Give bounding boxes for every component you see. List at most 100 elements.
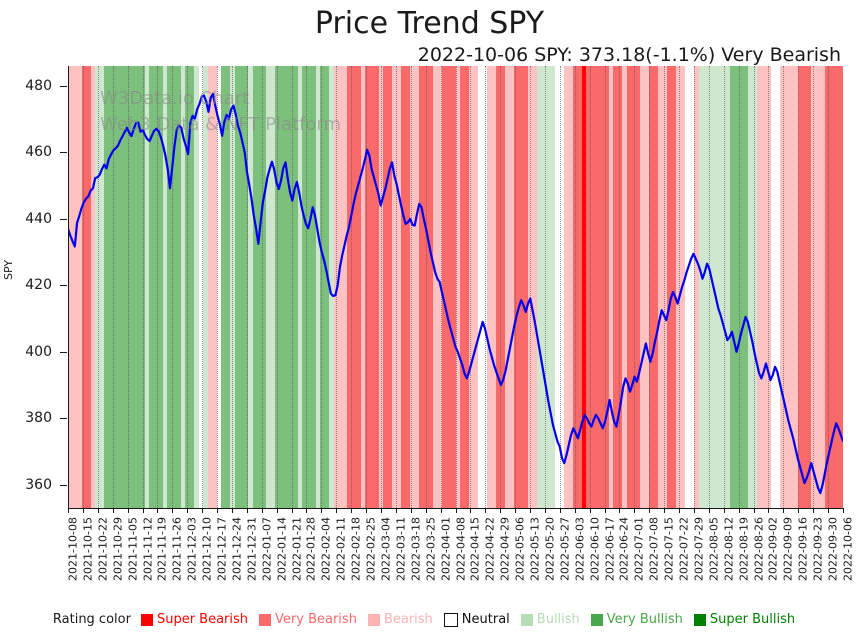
gridline <box>649 66 651 508</box>
rating-band <box>221 66 227 508</box>
rating-band <box>392 66 398 508</box>
x-tick-mark <box>231 508 233 513</box>
rating-band <box>302 66 308 508</box>
rating-band <box>374 66 380 508</box>
rating-band <box>365 66 371 508</box>
rating-band <box>360 66 366 508</box>
gridline <box>261 66 263 508</box>
x-tick-mark <box>619 508 621 513</box>
x-tick-label: 2022-09-16 <box>796 517 810 581</box>
legend-item[interactable]: Bearish <box>367 612 433 627</box>
y-tick-label: 360 <box>25 476 52 493</box>
rating-band <box>559 66 565 508</box>
rating-band <box>234 66 240 508</box>
legend-label: Bearish <box>383 612 433 627</box>
gridline <box>157 66 159 508</box>
rating-band <box>671 66 677 508</box>
x-tick-mark <box>515 508 517 513</box>
rating-band <box>779 66 785 508</box>
chart-subtitle: 2022-10-06 SPY: 373.18(-1.1%) Very Beari… <box>417 44 841 66</box>
legend-swatch-very-bullish <box>590 613 603 626</box>
x-tick-mark <box>97 508 99 513</box>
x-tick-label: 2022-04-08 <box>454 517 467 581</box>
x-tick-mark <box>291 508 293 513</box>
rating-band <box>131 66 137 508</box>
plot-area[interactable] <box>68 66 843 508</box>
x-tick-label: 2022-05-06 <box>513 517 527 581</box>
gridline <box>634 66 636 508</box>
x-tick-label: 2022-03-11 <box>394 517 408 581</box>
x-tick-mark <box>500 508 502 513</box>
x-tick-label: 2022-02-18 <box>349 517 363 581</box>
rating-band <box>284 66 290 508</box>
x-tick-label: 2022-01-21 <box>290 517 304 581</box>
x-tick-label: 2022-03-04 <box>379 517 393 581</box>
rating-band <box>658 66 664 508</box>
legend-item[interactable]: Super Bullish <box>693 612 795 627</box>
gridline <box>753 66 755 508</box>
x-tick-label: 2022-02-25 <box>364 517 378 581</box>
x-tick-mark <box>336 508 338 513</box>
gridline <box>82 66 84 508</box>
rating-band <box>396 66 403 508</box>
x-tick-mark <box>187 508 189 513</box>
x-tick-label: 2022-08-05 <box>707 517 721 581</box>
legend-item[interactable]: Very Bearish <box>259 612 357 627</box>
x-tick-mark <box>157 508 159 513</box>
rating-band <box>644 66 650 508</box>
x-tick-mark <box>425 508 427 513</box>
y-tick-label: 460 <box>25 144 52 161</box>
page-title: Price Trend SPY <box>314 6 545 41</box>
legend-item[interactable]: Very Bullish <box>590 612 683 627</box>
rating-band <box>95 66 101 508</box>
gridline <box>425 66 427 508</box>
gridline <box>97 66 99 508</box>
x-tick-mark <box>172 508 174 513</box>
x-tick-label: 2022-10-06 <box>841 517 855 581</box>
x-tick-label: 2021-12-31 <box>245 517 259 581</box>
rating-band <box>158 66 164 508</box>
gridline <box>187 66 189 508</box>
rating-band <box>748 66 754 508</box>
rating-band <box>351 66 357 508</box>
rating-band <box>743 66 749 508</box>
rating-band <box>252 66 258 508</box>
x-tick-mark <box>828 508 830 513</box>
rating-band <box>680 66 686 508</box>
x-tick-mark <box>708 508 710 513</box>
legend-item[interactable]: Super Bearish <box>140 612 248 627</box>
gridline <box>127 66 129 508</box>
rating-band <box>514 66 520 508</box>
x-tick-mark <box>679 508 681 513</box>
rating-band <box>113 66 119 508</box>
rating-band <box>712 66 718 508</box>
rating-band <box>536 66 542 508</box>
gridline <box>172 66 174 508</box>
x-tick-mark <box>366 508 368 513</box>
x-tick-mark <box>768 508 770 513</box>
x-tick-mark <box>738 508 740 513</box>
y-tick-mark <box>60 85 67 87</box>
x-tick-label: 2022-01-14 <box>275 517 289 581</box>
legend-item[interactable]: Bullish <box>520 612 580 627</box>
x-tick-label: 2022-07-22 <box>677 517 691 581</box>
legend-label: Very Bearish <box>275 612 357 627</box>
x-tick-mark <box>321 508 323 513</box>
gridline <box>246 66 248 508</box>
x-tick-label: 2022-04-01 <box>439 517 453 581</box>
rating-band <box>293 66 299 508</box>
rating-band <box>203 66 209 508</box>
x-tick-label: 2022-05-20 <box>543 517 557 581</box>
legend-item[interactable]: Neutral <box>443 612 510 627</box>
rating-band <box>108 66 114 508</box>
rating-band <box>716 66 722 508</box>
rating-band <box>446 66 452 508</box>
rating-band <box>198 66 204 508</box>
rating-band <box>194 66 200 508</box>
rating-band <box>315 66 321 508</box>
rating-band <box>802 66 808 508</box>
x-tick-mark <box>604 508 606 513</box>
gridline <box>380 66 382 508</box>
x-tick-label: 2022-05-27 <box>558 517 572 581</box>
x-tick-label: 2021-11-05 <box>126 517 140 581</box>
